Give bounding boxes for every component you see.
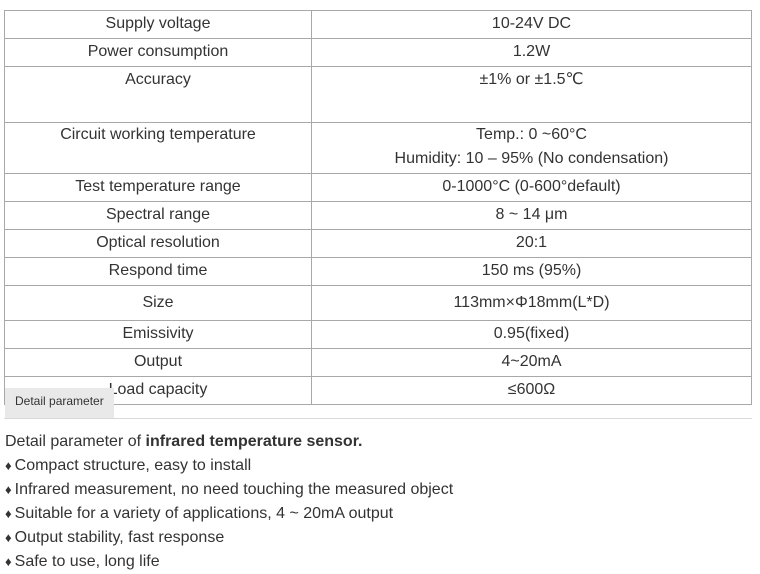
diamond-bullet-icon: ♦ (5, 458, 12, 473)
spec-row-supply-voltage: Supply voltage 10-24V DC (4, 10, 752, 39)
list-item: ♦ Infrared measurement, no need touching … (5, 478, 755, 502)
spec-row-spectral-range: Spectral range 8 ~ 14 μm (4, 201, 752, 230)
spec-label: Output (4, 348, 312, 377)
spec-value-line: Temp.: 0 ~60°C (476, 126, 587, 143)
spec-row-respond-time: Respond time 150 ms (95%) (4, 257, 752, 286)
spec-row-load-capacity: Load capacity ≤600Ω (4, 376, 752, 405)
spec-label: Respond time (4, 257, 312, 286)
spec-value: 0-1000°C (0-600°default) (311, 173, 752, 202)
spec-label: Circuit working temperature (4, 122, 312, 174)
spec-row-circuit-working-temperature: Circuit working temperature Temp.: 0 ~60… (4, 122, 752, 174)
spec-value: 8 ~ 14 μm (311, 201, 752, 230)
spec-value: 0.95(fixed) (311, 320, 752, 349)
list-item-text: Safe to use, long life (14, 553, 160, 570)
spec-table: Supply voltage 10-24V DC Power consumpti… (4, 10, 752, 405)
spec-value: 113mm×Φ18mm(L*D) (311, 285, 752, 321)
spec-value: ±1% or ±1.5℃ (311, 66, 752, 123)
spec-label: Emissivity (4, 320, 312, 349)
spec-label: Supply voltage (4, 10, 312, 39)
list-item-text: Compact structure, easy to install (14, 457, 252, 474)
tab-detail-parameter[interactable]: Detail parameter (5, 388, 114, 418)
spec-row-optical-resolution: Optical resolution 20:1 (4, 229, 752, 258)
spec-row-output: Output 4~20mA (4, 348, 752, 377)
spec-value: 10-24V DC (311, 10, 752, 39)
description-intro: Detail parameter of infrared temperature… (5, 430, 755, 454)
spec-label: Test temperature range (4, 173, 312, 202)
list-item-text: Output stability, fast response (14, 529, 225, 546)
spec-row-power-consumption: Power consumption 1.2W (4, 38, 752, 67)
diamond-bullet-icon: ♦ (5, 482, 12, 497)
spec-value: 1.2W (311, 38, 752, 67)
spec-label: Accuracy (4, 66, 312, 123)
intro-product-name: infrared temperature sensor. (145, 433, 363, 450)
list-item: ♦ Safe to use, long life (5, 550, 755, 574)
spec-label: Spectral range (4, 201, 312, 230)
list-item: ♦ Output stability, fast response (5, 526, 755, 550)
diamond-bullet-icon: ♦ (5, 530, 12, 545)
spec-label: Power consumption (4, 38, 312, 67)
intro-prefix: Detail parameter of (5, 433, 146, 450)
spec-row-size: Size 113mm×Φ18mm(L*D) (4, 285, 752, 321)
spec-label: Size (4, 285, 312, 321)
spec-row-test-temperature-range: Test temperature range 0-1000°C (0-600°d… (4, 173, 752, 202)
spec-label: Optical resolution (4, 229, 312, 258)
spec-row-emissivity: Emissivity 0.95(fixed) (4, 320, 752, 349)
diamond-bullet-icon: ♦ (5, 554, 12, 569)
list-item-text: Suitable for a variety of applications, … (14, 505, 394, 522)
spec-value: 4~20mA (311, 348, 752, 377)
spec-value-line: Humidity: 10 – 95% (No condensation) (394, 150, 669, 167)
list-item: ♦ Suitable for a variety of applications,… (5, 502, 755, 526)
spec-value: ≤600Ω (311, 376, 752, 405)
list-item-text: Infrared measurement, no need touching t… (14, 481, 454, 498)
spec-value: Temp.: 0 ~60°C Humidity: 10 – 95% (No co… (311, 122, 752, 174)
list-item: ♦ Compact structure, easy to install (5, 454, 755, 478)
tab-divider (4, 418, 752, 419)
description: Detail parameter of infrared temperature… (5, 430, 755, 574)
spec-value: 20:1 (311, 229, 752, 258)
spec-value: 150 ms (95%) (311, 257, 752, 286)
diamond-bullet-icon: ♦ (5, 506, 12, 521)
spec-row-accuracy: Accuracy ±1% or ±1.5℃ (4, 66, 752, 123)
